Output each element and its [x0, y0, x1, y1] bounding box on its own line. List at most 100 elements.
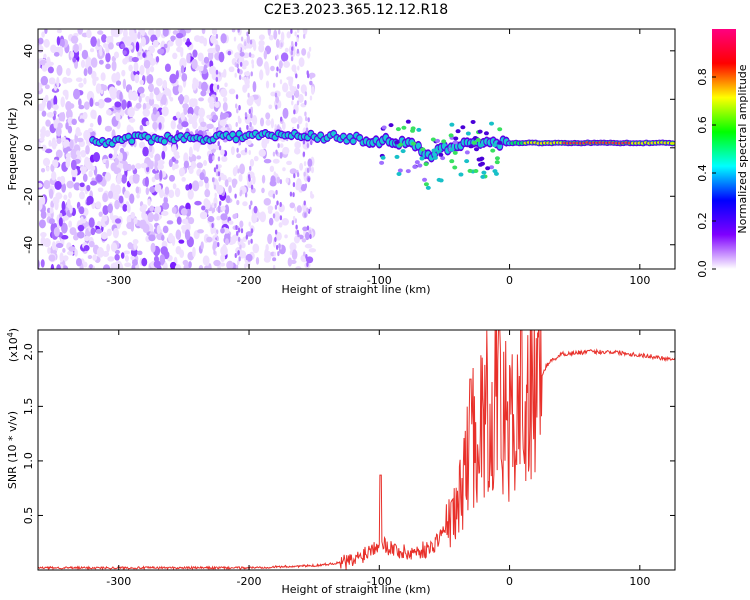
noise-blob [220, 213, 228, 221]
noise-blob [272, 158, 280, 164]
noise-blob [168, 89, 172, 100]
noise-blob [140, 162, 148, 169]
noise-blob [76, 232, 82, 238]
noise-blob [114, 199, 120, 210]
noise-blob [211, 29, 218, 36]
noise-blob [39, 137, 45, 142]
noise-streak [304, 111, 307, 117]
noise-blob [273, 211, 280, 222]
noise-blob [90, 36, 97, 47]
noise-streak [274, 124, 277, 130]
noise-streak [217, 73, 220, 79]
scatter-blob [467, 168, 473, 173]
noise-streak [212, 155, 215, 161]
noise-blob [138, 141, 146, 149]
noise-blob [62, 215, 69, 221]
noise-streak [215, 164, 219, 170]
noise-blob [220, 205, 226, 212]
noise-blob [148, 97, 155, 107]
noise-blob [161, 150, 166, 160]
colorbar-scale [712, 29, 736, 269]
noise-blob [256, 99, 261, 107]
noise-blob [77, 29, 83, 35]
noise-blob [294, 141, 302, 149]
noise-blob [44, 62, 51, 68]
noise-streak [293, 173, 296, 179]
noise-blob [115, 80, 122, 86]
noise-blob [61, 200, 66, 211]
noise-streak [277, 251, 280, 257]
noise-blob [213, 259, 221, 267]
noise-blob [145, 120, 150, 126]
noise-blob [114, 184, 122, 195]
noise-blob [261, 174, 266, 184]
noise-streak [275, 72, 279, 78]
noise-blob [140, 36, 147, 47]
noise-blob [81, 49, 89, 60]
noise-blob [131, 56, 139, 63]
noise-blob [64, 90, 69, 101]
noise-blob [170, 35, 176, 41]
x-tick-label: 0 [506, 274, 513, 287]
noise-blob [284, 47, 289, 53]
noise-streak [294, 31, 297, 37]
noise-blob [245, 139, 252, 146]
noise-blob [268, 34, 274, 41]
noise-blob [220, 149, 225, 156]
noise-streak [237, 227, 241, 233]
noise-blob [219, 113, 228, 120]
noise-streak [310, 191, 313, 197]
spectrogram-y-label: Frequency (Hz) [6, 108, 19, 191]
ridge-mid [125, 134, 132, 140]
noise-blob [55, 242, 64, 249]
noise-blob [40, 75, 49, 86]
noise-streak [307, 177, 311, 183]
noise-streak [213, 249, 216, 255]
scatter-blob [405, 169, 411, 174]
noise-streak [239, 191, 242, 197]
noise-streak [304, 212, 307, 218]
noise-blob [220, 245, 228, 256]
noise-blob [160, 234, 165, 241]
noise-blob [139, 205, 147, 213]
noise-blob [267, 205, 274, 212]
noise-blob [201, 29, 206, 35]
noise-blob [86, 29, 92, 39]
noise-streak [237, 260, 240, 266]
noise-blob [160, 49, 165, 54]
scatter-blob [490, 148, 496, 153]
noise-blob [289, 202, 296, 209]
noise-blob [184, 229, 191, 241]
colorbar-tick-label: 0.6 [696, 116, 709, 134]
scatter-blob [449, 147, 455, 152]
noise-blob [108, 42, 114, 50]
noise-blob [166, 220, 174, 225]
noise-blob [300, 84, 307, 94]
noise-blob [62, 76, 69, 84]
scatter-blob [410, 126, 416, 131]
noise-blob [147, 29, 155, 36]
noise-blob [133, 61, 139, 72]
noise-blob [87, 254, 93, 260]
scatter-blob [497, 127, 503, 132]
noise-blob [83, 68, 88, 77]
x-tick-label: -100 [367, 575, 392, 588]
noise-streak [247, 240, 251, 246]
noise-blob [148, 214, 156, 219]
noise-streak [290, 56, 294, 62]
noise-blob [101, 34, 107, 43]
scatter-blob [481, 170, 487, 175]
noise-blob [139, 79, 144, 85]
spectrogram-y-ticks: -40 -20 0 20 40 [22, 44, 675, 254]
noise-blob [50, 223, 55, 233]
noise-streak [245, 234, 249, 240]
noise-blob [122, 58, 128, 65]
noise-streak [295, 224, 298, 230]
noise-streak [272, 264, 276, 269]
noise-streak [278, 91, 281, 97]
noise-blob [68, 246, 76, 252]
noise-blob [297, 115, 303, 125]
noise-blob [278, 222, 283, 228]
noise-blob [239, 220, 244, 228]
noise-blob [256, 57, 263, 67]
